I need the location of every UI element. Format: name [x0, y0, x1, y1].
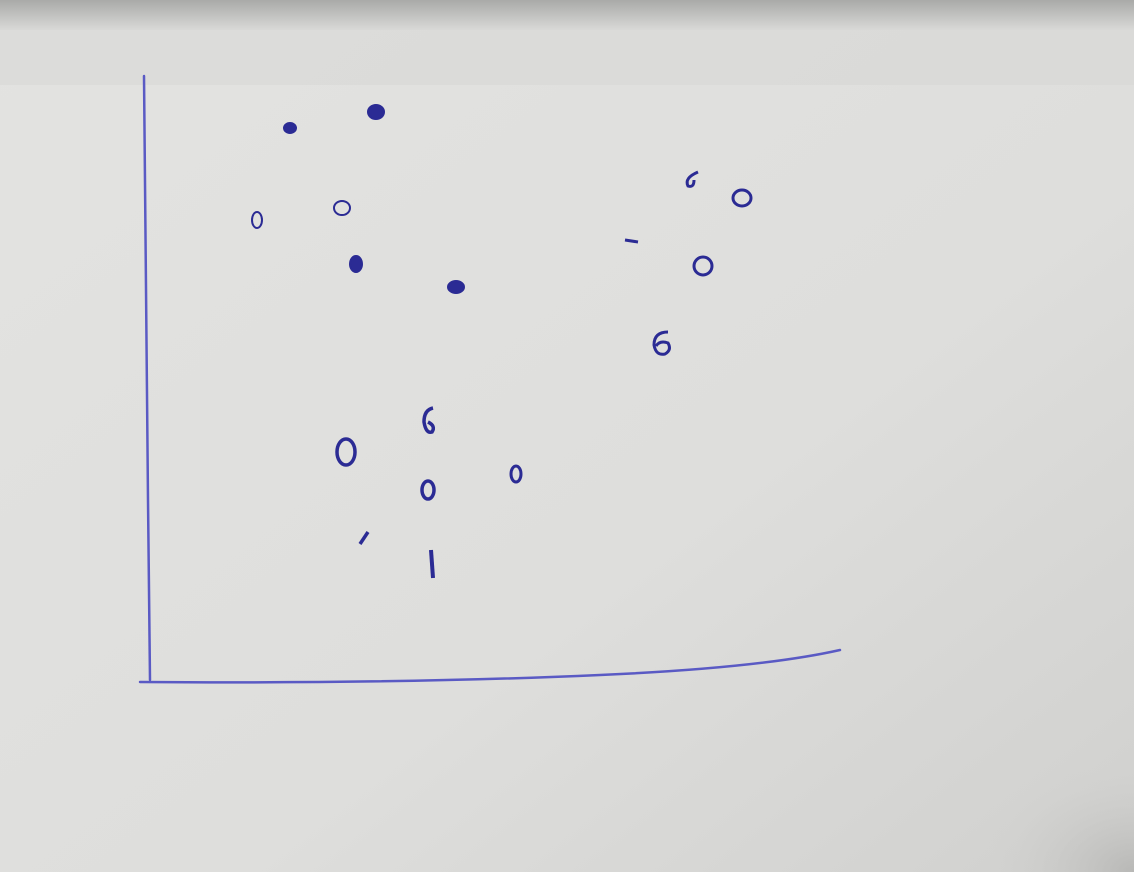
board-top-edge — [0, 0, 1134, 30]
dot — [509, 464, 523, 484]
corner-shadow — [700, 560, 1134, 872]
dot — [422, 406, 436, 435]
dot — [367, 104, 385, 120]
dot — [358, 531, 370, 545]
dot — [447, 280, 465, 294]
dot — [652, 330, 671, 356]
points — [251, 104, 753, 579]
dot — [685, 170, 699, 188]
dot — [349, 255, 363, 273]
dot — [333, 200, 351, 216]
dot — [692, 255, 714, 277]
y-axis-stroke — [142, 74, 152, 682]
dot — [624, 238, 639, 244]
dot — [731, 188, 753, 208]
dot — [420, 479, 436, 501]
dot — [251, 211, 263, 229]
board-band — [0, 30, 1134, 85]
dot — [335, 437, 357, 467]
x-axis-stroke — [138, 648, 842, 684]
dot — [283, 122, 297, 134]
dot — [429, 549, 435, 579]
